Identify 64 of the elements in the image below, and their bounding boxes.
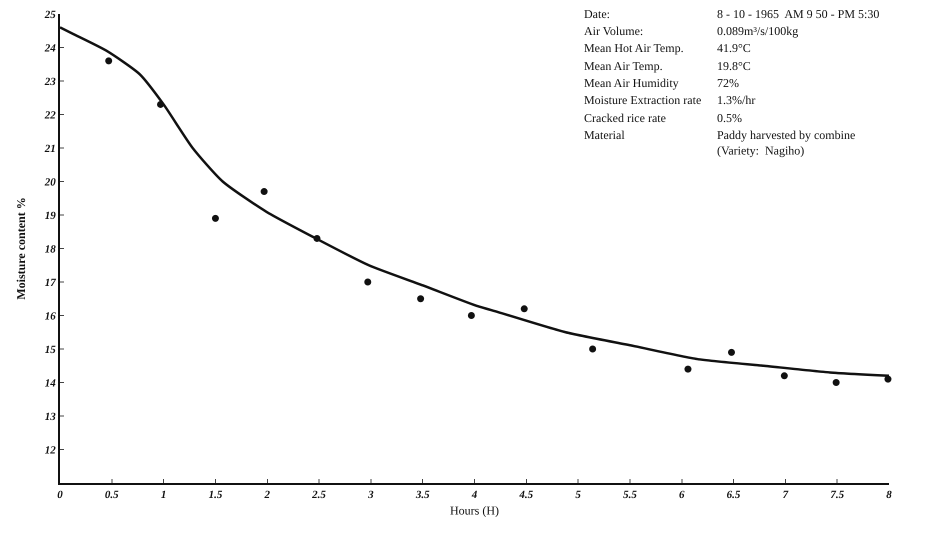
x-tick-label: 0.5 bbox=[104, 489, 120, 502]
point bbox=[684, 366, 692, 373]
point bbox=[364, 278, 372, 286]
x-tick-label: 5 bbox=[575, 489, 582, 502]
y-tick-label: 15 bbox=[44, 344, 56, 356]
point bbox=[212, 214, 219, 222]
annotation: Mean Air Temp. bbox=[584, 59, 663, 73]
x-tick-label: 7.5 bbox=[830, 489, 845, 502]
y-tick-label: 13 bbox=[44, 410, 56, 423]
x-tick-label: 3 bbox=[367, 489, 374, 502]
x-tick-label: 1.5 bbox=[208, 489, 223, 502]
x-tick-label: 2.5 bbox=[311, 489, 326, 502]
annotation: 8 - 10 - 1965 AM 9 50 - PM 5:30 bbox=[717, 7, 880, 21]
annotation: Mean Air Humidity bbox=[584, 76, 679, 90]
point bbox=[417, 295, 424, 302]
point bbox=[832, 379, 840, 386]
x-tick-label: 7 bbox=[782, 489, 789, 502]
x-tick-label: 8 bbox=[886, 489, 892, 502]
point bbox=[589, 346, 596, 352]
annotation: Air Volume: bbox=[584, 24, 644, 38]
y-axis-title: Moisture content % bbox=[14, 197, 28, 300]
point bbox=[468, 312, 475, 319]
annotation: 19.8°C bbox=[717, 59, 751, 73]
annotation: Material bbox=[584, 128, 626, 142]
annotation: Paddy harvested by combine (Variety: Nagiho) bbox=[717, 128, 856, 158]
point bbox=[313, 234, 320, 242]
annotation: 41.9°C bbox=[717, 41, 751, 55]
annotation: Moisture Extraction rate bbox=[584, 93, 702, 107]
y-tick-label: 18 bbox=[44, 243, 56, 256]
x-tick-label: 0 bbox=[57, 489, 64, 502]
x-tick-label: 1 bbox=[160, 489, 166, 502]
y-tick-label: 12 bbox=[44, 444, 56, 456]
point bbox=[157, 100, 164, 108]
y-tick-label: 21 bbox=[44, 142, 56, 155]
point bbox=[520, 305, 528, 312]
point bbox=[260, 188, 268, 196]
y-tick-label: 19 bbox=[44, 210, 56, 222]
point bbox=[780, 372, 788, 380]
y-tick-label: 24 bbox=[44, 42, 56, 54]
y-tick-label: 16 bbox=[44, 310, 56, 322]
annotation: 0.5% bbox=[717, 111, 742, 125]
x-tick-label: 4.5 bbox=[518, 489, 534, 502]
x-tick-label: 6 bbox=[679, 489, 685, 502]
annotation: 1.3%/hr bbox=[717, 93, 756, 107]
annotation: 0.089m³/s/100kg bbox=[717, 24, 798, 38]
annotation: Cracked rice rate bbox=[584, 111, 666, 125]
x-tick-label: 6.5 bbox=[726, 489, 741, 502]
x-tick-label: 4 bbox=[470, 489, 478, 502]
y-tick-label: 23 bbox=[44, 76, 56, 88]
x-tick-label: 5.5 bbox=[623, 489, 638, 502]
x-tick-label: 2 bbox=[264, 489, 270, 502]
y-tick-label: 17 bbox=[44, 276, 56, 289]
x-tick-label: 3.5 bbox=[414, 489, 430, 502]
point bbox=[884, 376, 892, 383]
annotation: Date: bbox=[584, 7, 610, 21]
y-tick-label: 14 bbox=[44, 377, 56, 390]
annotation: 72% bbox=[717, 76, 739, 90]
y-tick-label: 22 bbox=[44, 109, 56, 122]
point bbox=[105, 57, 112, 64]
annotation: Mean Hot Air Temp. bbox=[584, 41, 684, 55]
point bbox=[728, 348, 735, 356]
y-tick-label: 20 bbox=[44, 176, 56, 188]
y-tick-label: 25 bbox=[44, 8, 56, 21]
x-axis-title: Hours (H) bbox=[450, 504, 499, 518]
